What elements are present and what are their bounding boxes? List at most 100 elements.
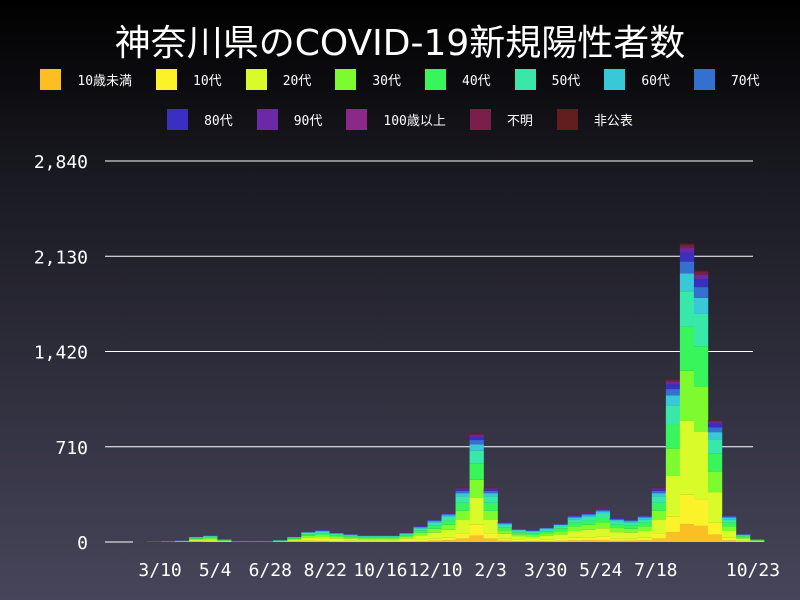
bar-segment [301,532,316,535]
bar-segment [721,526,737,531]
legend-swatch [556,109,578,130]
bar-segment [567,526,583,531]
bar-segment [469,433,484,435]
bar-segment [637,519,653,523]
bar-segment [413,539,428,542]
bar-segment [721,519,737,523]
bar-segment [455,488,470,489]
bar-segment [707,492,723,523]
bar-segment [595,511,611,514]
legend-label: 10代 [193,74,222,89]
bar-segment [371,540,386,542]
bar-segment [189,538,204,539]
bar-segment [329,536,344,539]
bar-segment [595,509,611,511]
x-tick-label: 10/23 [726,560,780,581]
legend-swatch [425,69,446,90]
bar-segment [651,533,667,539]
legend-label: 100歳以上 [383,114,446,129]
bar-segment [385,538,400,540]
legend-label: 不明 [506,114,533,129]
bar-segment [441,540,456,542]
bar-segment [665,379,681,381]
bar-segment [539,528,554,530]
bar-segment [623,522,639,526]
bar-segment [357,538,372,540]
bar-segment [525,534,540,538]
bar-segment [315,534,330,538]
bar-segment [357,536,372,538]
legend-item: 不明 [469,109,533,130]
bar-segment [525,541,540,542]
x-tick-label: 3/10 [138,560,181,581]
legend-item: 非公表 [556,109,633,130]
bar-segment [581,540,597,542]
bar-segment [511,536,526,540]
legend-swatch [40,69,62,90]
bar-segment [567,530,583,538]
bar-segment [637,522,653,527]
bar-segment [441,524,456,530]
bar-segment [427,525,442,529]
bar-segment [385,539,400,541]
bar-segment [469,434,484,436]
legend-label: 20代 [282,74,312,89]
bar-segment [413,526,428,528]
bar-segment [735,536,751,538]
bar-segment [469,444,484,451]
bar-segment [693,346,709,387]
bar-segment [511,529,526,530]
bar-segment [483,538,498,542]
bar-segment [525,531,540,532]
bar-segment [511,529,526,531]
bar-segment [413,532,428,536]
bar-segment [539,533,554,536]
bar-segment [455,510,470,520]
bar-segment [469,450,484,464]
bar-segment [693,279,709,288]
bar-segment [315,541,330,542]
bar-segment [525,537,540,541]
bar-segment [469,479,484,498]
bar-segment [595,536,611,540]
bar-segment [497,533,512,539]
bar-segment [623,521,639,523]
bar-segment [595,508,611,510]
bar-segment [735,537,751,539]
bar-segment [441,520,456,525]
bar-segment [525,531,540,534]
bar-segment [693,499,709,526]
bar-segment [413,528,428,531]
legend-item: 10代 [156,69,222,90]
x-tick-label: 6/28 [249,560,292,581]
bar-segment [189,539,204,542]
bar-segment [469,535,484,542]
bar-segment [707,453,723,472]
legend-row-2: 80代 90代 100歳以上 不明 非公表 [0,109,800,130]
bar-segment [679,261,695,274]
bar-segment [553,528,568,532]
bar-segment [357,537,372,539]
bar-segment [455,502,470,511]
bar-segment [399,534,414,536]
legend-item: 20代 [245,69,312,90]
bar-segment [343,535,358,537]
bar-segment [329,541,344,542]
bar-segment [707,439,723,454]
bar-segment [189,537,204,539]
bar-segment [665,448,681,476]
bar-segment [735,535,751,537]
bar-segment [427,521,442,523]
bar-segment [707,423,723,428]
y-tick-label: 710 [55,438,88,459]
legend-swatch [256,109,278,130]
legend-item: 50代 [514,69,580,90]
bar-segment [637,517,653,520]
bar-segment [581,513,597,514]
bar-segment [287,538,302,539]
bar-segment [651,491,667,494]
bar-segment [651,510,667,520]
bar-segment [721,530,737,538]
bar-segment [399,540,414,542]
x-tick-label: 5/4 [199,560,232,581]
